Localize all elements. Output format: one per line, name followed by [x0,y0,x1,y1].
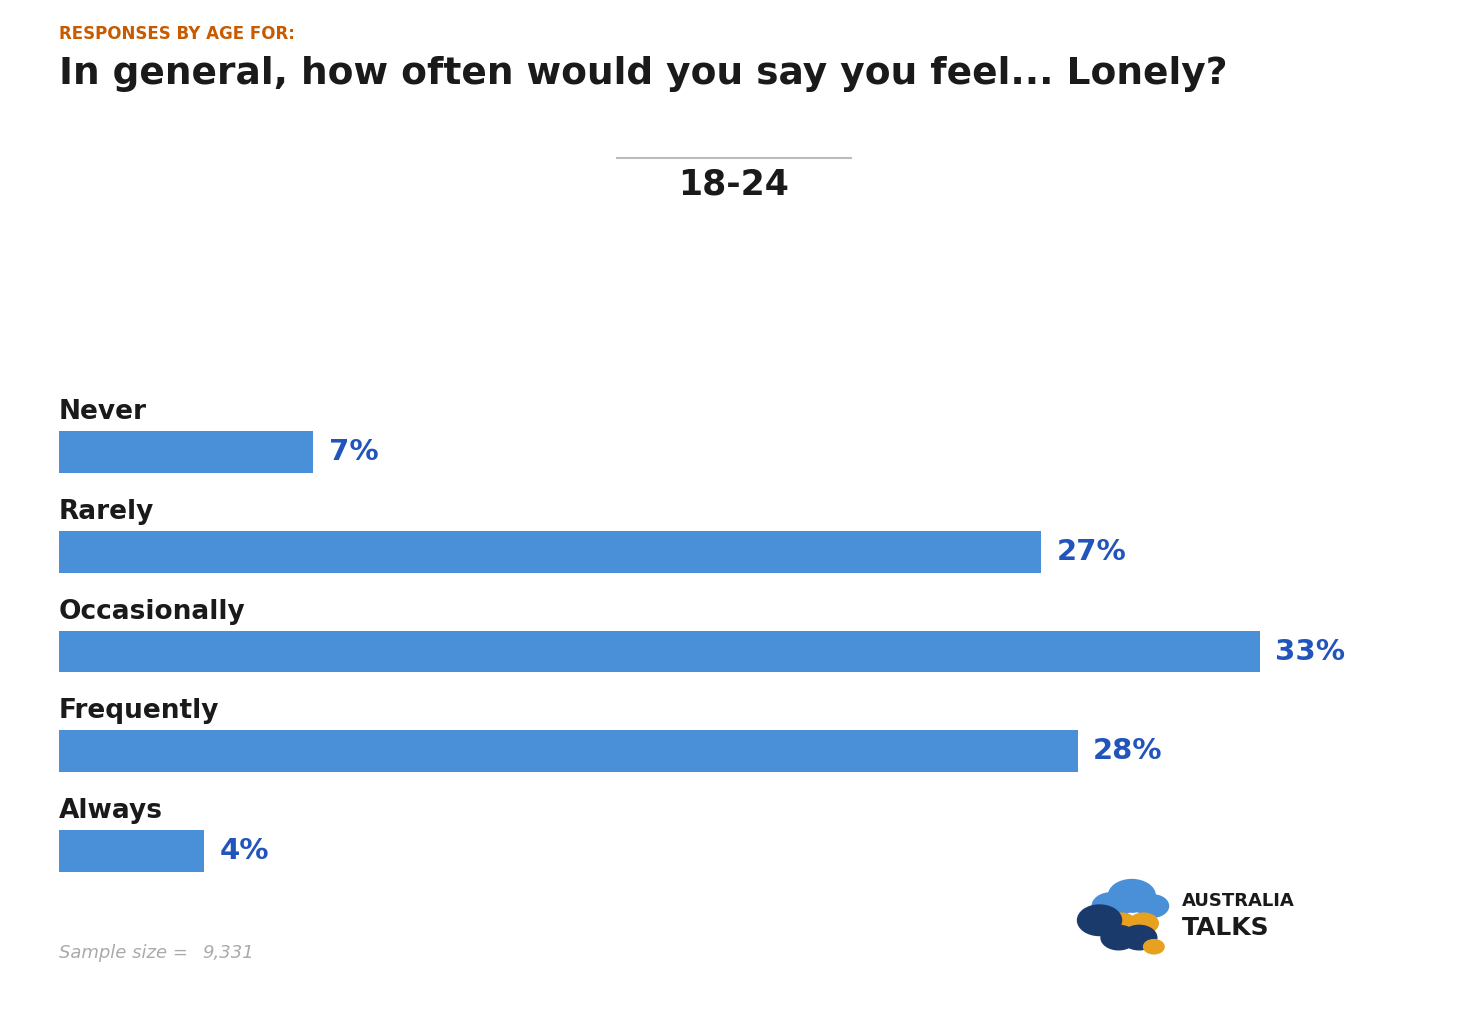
Bar [59,731,1078,773]
Text: 33%: 33% [1276,637,1345,666]
Text: Never: Never [59,399,147,425]
Text: TALKS: TALKS [1182,916,1270,941]
Text: 7%: 7% [329,438,379,466]
Text: 27%: 27% [1057,538,1126,566]
Text: RESPONSES BY AGE FOR:: RESPONSES BY AGE FOR: [59,25,295,44]
Text: Always: Always [59,798,163,825]
Bar [59,431,314,472]
Text: 18-24: 18-24 [678,168,790,202]
Text: 4%: 4% [220,837,269,865]
Text: 9,331: 9,331 [203,944,254,962]
Text: Frequently: Frequently [59,698,219,725]
Text: Rarely: Rarely [59,499,154,524]
Text: Occasionally: Occasionally [59,599,245,625]
Text: AUSTRALIA: AUSTRALIA [1182,892,1295,910]
Bar [59,831,204,872]
Text: Sample size =: Sample size = [59,944,194,962]
Bar [59,630,1260,673]
Text: 28%: 28% [1094,737,1163,766]
Bar [59,530,1041,572]
Text: In general, how often would you say you feel... Lonely?: In general, how often would you say you … [59,56,1227,92]
